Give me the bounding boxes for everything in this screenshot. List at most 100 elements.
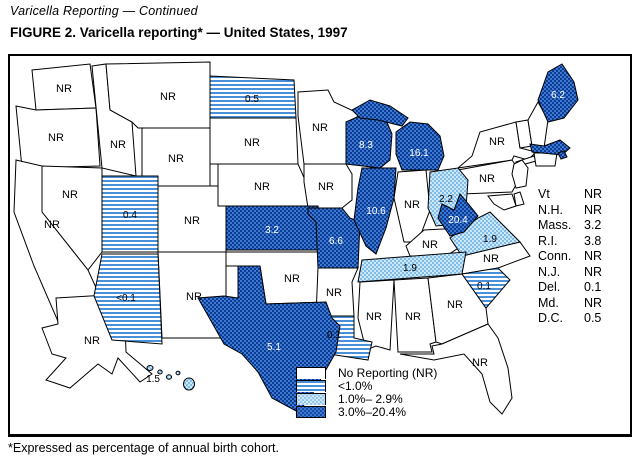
state-mi — [395, 121, 445, 171]
label-ut: 0.4 — [123, 210, 137, 221]
map-legend: No Reporting (NR) <1.0% 1.0%– 2.9% 3.0%–… — [296, 365, 438, 419]
figure-title: FIGURE 2. Varicella reporting* — United … — [10, 25, 348, 40]
state-value: NR — [584, 202, 603, 217]
legend-label: No Reporting (NR) — [338, 365, 438, 380]
list-item: Vt NR — [538, 187, 612, 203]
figure-frame: NR NR NR NR NR NR NR 0.4 NR <0.1 NR 0.5 … — [8, 54, 632, 437]
state-me — [537, 63, 579, 123]
state-abbr: Md. — [538, 295, 559, 310]
label-ny: NR — [489, 136, 505, 148]
label-ar: NR — [326, 287, 342, 299]
legend-label: <1.0% — [338, 378, 373, 393]
state-ri — [557, 150, 568, 160]
state-value: 3.8 — [584, 233, 602, 248]
label-nm: NR — [186, 291, 202, 303]
label-sd: NR — [244, 137, 260, 149]
list-item: N.J. NR — [538, 265, 612, 281]
label-ms: NR — [366, 311, 382, 323]
label-mo: 6.6 — [329, 236, 343, 247]
label-ia: NR — [318, 181, 334, 193]
label-ok: NR — [284, 273, 300, 285]
state-value: NR — [584, 264, 603, 279]
label-az: <0.1 — [116, 293, 136, 304]
label-oh: 2.2 — [439, 194, 453, 205]
state-value: NR — [584, 187, 603, 201]
list-item: N.H. NR — [538, 203, 612, 219]
state-abbr: N.H. — [538, 202, 563, 217]
label-ky: NR — [422, 239, 438, 251]
state-abbr: Vt — [538, 187, 550, 201]
state-il — [353, 167, 397, 255]
label-me: 6.2 — [551, 90, 565, 101]
state-md — [487, 193, 517, 211]
label-id: NR — [110, 139, 126, 151]
state-nj — [511, 159, 529, 189]
legend-item: No Reporting (NR) — [296, 365, 438, 380]
label-mi: 16.1 — [409, 148, 429, 159]
state-value: 0.1 — [584, 280, 602, 294]
list-item: Md. NR — [538, 296, 612, 312]
state-az — [93, 253, 163, 345]
state-ny — [456, 121, 537, 169]
state-nd — [209, 75, 297, 119]
list-item: Conn. NR — [538, 249, 612, 265]
state-wv — [437, 193, 479, 237]
legend-swatch-1-to-2.9pct — [296, 392, 326, 405]
label-tx: 5.1 — [267, 342, 281, 353]
label-ks: 3.2 — [265, 225, 279, 236]
label-la: 0.1 — [327, 330, 341, 341]
state-value: NR — [584, 295, 603, 310]
list-item: Del. 0.1 — [538, 280, 612, 296]
label-ak: NR — [84, 335, 100, 347]
label-il: 10.6 — [366, 206, 386, 217]
label-mt: NR — [160, 91, 176, 103]
legend-swatch-3-to-20.4pct — [296, 405, 326, 418]
label-tn: 1.9 — [403, 263, 417, 274]
label-nv: NR — [62, 189, 78, 201]
state-hi — [146, 365, 195, 391]
list-item: R.I. 3.8 — [538, 234, 612, 250]
legend-swatch-under-1pct — [296, 379, 326, 392]
label-mn: NR — [312, 122, 328, 134]
state-ia — [303, 163, 353, 209]
label-in: NR — [404, 199, 420, 211]
label-wi: 8.3 — [359, 140, 373, 151]
legend-item: <1.0% — [296, 378, 437, 393]
state-abbr: Mass. — [538, 218, 572, 232]
state-tn — [357, 251, 467, 283]
label-al: NR — [405, 311, 421, 323]
state-value: 3.2 — [584, 218, 602, 232]
list-item: Mass. 3.2 — [538, 218, 612, 234]
label-va: 1.9 — [483, 234, 497, 245]
legend-swatch-no-reporting — [296, 366, 326, 379]
legend-item: 1.0%– 2.9% — [296, 391, 437, 406]
state-de — [513, 191, 525, 207]
state-or — [15, 105, 101, 169]
label-wa: NR — [56, 83, 72, 95]
label-sc: 0.1 — [477, 281, 491, 292]
state-value: NR — [584, 249, 603, 263]
state-value: 0.5 — [584, 311, 602, 325]
label-or: NR — [48, 132, 64, 144]
label-hi: 1.5 — [146, 374, 160, 385]
state-abbr: R.I. — [538, 233, 558, 248]
running-title: Varicella Reporting — Continued — [10, 4, 198, 18]
legend-item: 3.0%–20.4% — [296, 404, 437, 419]
state-ut — [101, 175, 159, 253]
label-pa: NR — [479, 173, 495, 185]
legend-label: 3.0%–20.4% — [338, 404, 407, 419]
state-mi-upper — [351, 99, 409, 127]
state-ma — [529, 139, 571, 156]
label-nc: NR — [483, 253, 499, 265]
state-fl — [399, 323, 513, 415]
legend-label: 1.0%– 2.9% — [338, 391, 403, 406]
footnote: *Expressed as percentage of annual birth… — [8, 441, 280, 455]
label-ne: NR — [254, 181, 270, 193]
state-abbr: Del. — [538, 280, 561, 294]
list-item: D.C. 0.5 — [538, 311, 612, 327]
label-nd: 0.5 — [245, 94, 259, 105]
state-sc — [461, 267, 511, 309]
label-ca: NR — [44, 219, 60, 231]
state-abbr: Conn. — [538, 249, 572, 263]
label-wv: 20.4 — [448, 215, 468, 226]
